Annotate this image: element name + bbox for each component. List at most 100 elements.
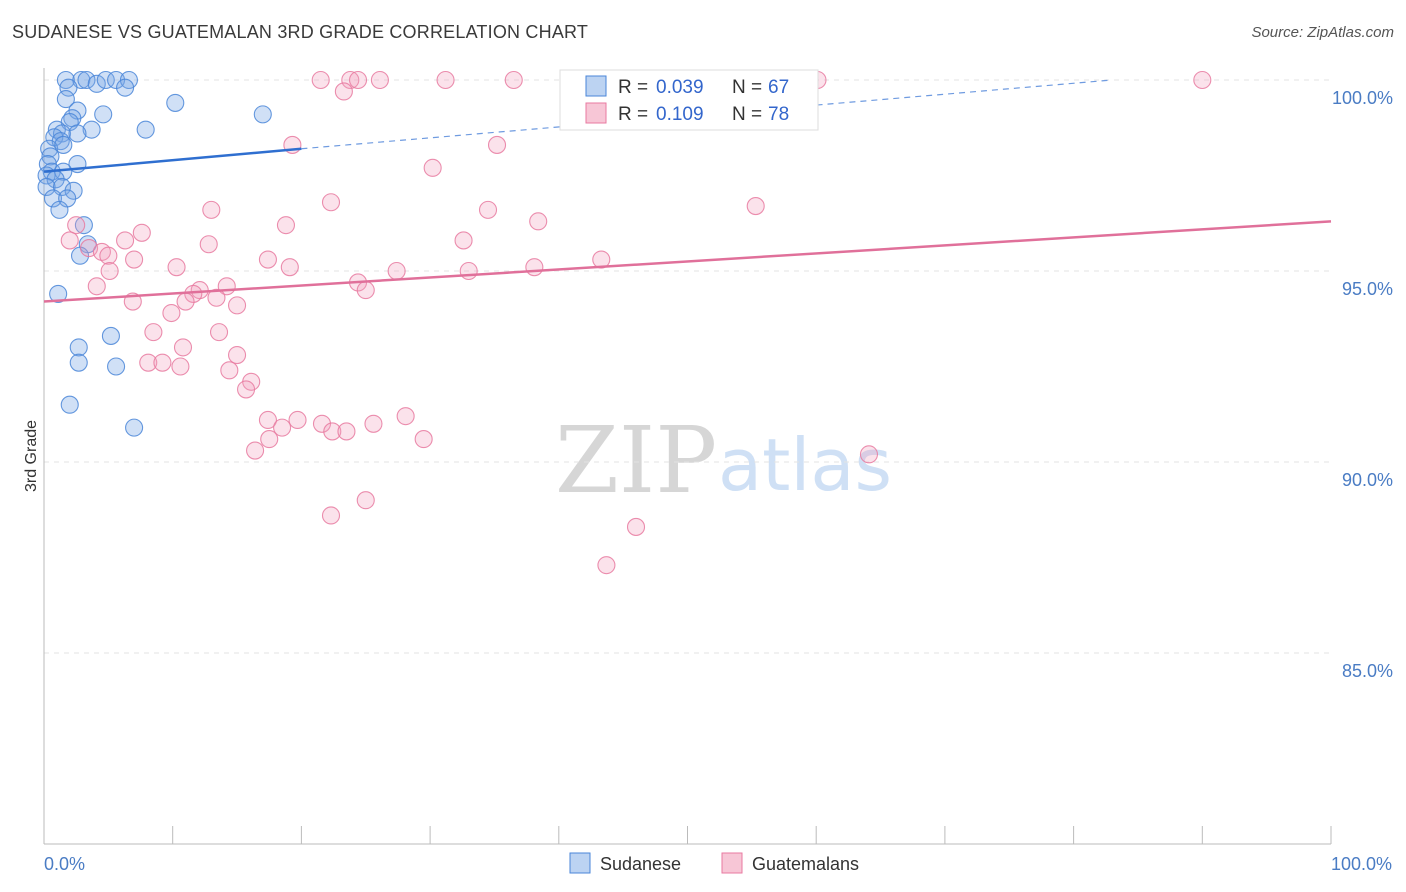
point-guatemalans-29 <box>258 250 277 269</box>
point-guatemalans-2 <box>348 70 368 90</box>
point-guatemalans-15 <box>478 200 498 219</box>
point-guatemalans-8 <box>1193 70 1212 90</box>
series-guatemalans <box>60 70 1212 575</box>
point-guatemalans-67 <box>414 430 433 449</box>
point-guatemalans-71 <box>321 506 341 525</box>
x-ticks <box>43 826 1332 844</box>
watermark: ZIP atlas <box>555 407 892 514</box>
x-tick-label-min: 0.0% <box>44 854 85 874</box>
bottom-legend-label-sudanese: Sudanese <box>600 854 681 874</box>
point-guatemalans-22 <box>116 231 135 250</box>
bottom-legend: Sudanese Guatemalans <box>569 852 859 874</box>
point-sudanese-3 <box>87 74 106 93</box>
point-guatemalans-45 <box>87 277 106 296</box>
point-guatemalans-66 <box>260 430 279 449</box>
point-sudanese-7 <box>59 78 78 97</box>
point-guatemalans-19 <box>67 216 86 235</box>
legend-r-value-1: 0.039 <box>656 77 704 98</box>
y-tick-labels: 100.0% 95.0% 90.0% 85.0% <box>1332 88 1393 681</box>
point-guatemalans-42 <box>176 292 195 311</box>
chart-title: SUDANESE VS GUATEMALAN 3RD GRADE CORRELA… <box>12 22 589 42</box>
point-guatemalans-51 <box>228 345 247 365</box>
legend-swatch-guatemalans <box>585 102 607 124</box>
point-sudanese-35 <box>43 189 63 208</box>
point-guatemalans-24 <box>454 231 473 250</box>
point-guatemalans-9 <box>334 82 353 101</box>
source-label: Source: ZipAtlas.com <box>1251 24 1394 41</box>
point-guatemalans-49 <box>209 323 229 342</box>
point-sudanese-10 <box>166 93 185 112</box>
point-guatemalans-64 <box>323 422 342 441</box>
y-tick-label-0: 100.0% <box>1332 88 1393 108</box>
point-guatemalans-28 <box>125 250 144 269</box>
point-guatemalans-72 <box>626 517 646 536</box>
point-sudanese-42 <box>101 326 120 345</box>
trendline-sudanese-extension <box>301 79 1113 150</box>
y-tick-label-1: 95.0% <box>1342 279 1393 299</box>
point-sudanese-2 <box>77 70 96 90</box>
point-guatemalans-47 <box>162 303 181 323</box>
point-guatemalans-58 <box>396 407 415 426</box>
point-sudanese-47 <box>125 418 144 437</box>
point-sudanese-20 <box>68 124 87 143</box>
point-guatemalans-31 <box>167 258 186 277</box>
trendline-guatemalans <box>43 220 1332 303</box>
point-sudanese-32 <box>37 177 56 197</box>
point-guatemalans-54 <box>171 357 190 376</box>
point-guatemalans-34 <box>459 261 478 281</box>
point-guatemalans-13 <box>321 193 341 212</box>
point-guatemalans-27 <box>99 246 118 265</box>
point-guatemalans-3 <box>370 70 389 90</box>
point-guatemalans-73 <box>597 556 616 575</box>
point-guatemalans-38 <box>356 281 375 300</box>
point-guatemalans-23 <box>199 235 218 254</box>
legend-n-value-2: 78 <box>768 104 789 125</box>
legend-n-label-2: N = <box>732 104 762 125</box>
point-guatemalans-60 <box>288 410 307 430</box>
point-sudanese-45 <box>107 357 126 376</box>
stats-legend: R = 0.039 N = 67 R = 0.109 N = 78 <box>559 69 819 131</box>
point-guatemalans-70 <box>356 491 375 510</box>
point-guatemalans-55 <box>220 361 239 380</box>
point-sudanese-17 <box>82 120 101 139</box>
watermark-zip: ZIP <box>555 407 717 514</box>
point-guatemalans-16 <box>746 197 765 216</box>
point-sudanese-41 <box>49 284 68 303</box>
point-guatemalans-44 <box>228 296 247 315</box>
bottom-legend-swatch-guatemalans <box>721 852 743 874</box>
bottom-legend-label-guatemalans: Guatemalans <box>752 854 859 874</box>
legend-n-label-1: N = <box>732 77 762 98</box>
point-sudanese-44 <box>69 353 88 372</box>
series-layer <box>37 70 1212 575</box>
trend-layer <box>43 79 1332 303</box>
point-sudanese-12 <box>94 105 113 124</box>
point-guatemalans-21 <box>60 231 79 250</box>
point-sudanese-46 <box>60 395 79 414</box>
point-sudanese-8 <box>116 78 135 97</box>
point-guatemalans-50 <box>173 338 193 357</box>
point-sudanese-34 <box>64 181 83 200</box>
legend-r-value-2: 0.109 <box>656 104 704 125</box>
point-guatemalans-62 <box>364 414 383 433</box>
point-sudanese-9 <box>56 90 75 109</box>
point-guatemalans-14 <box>202 200 221 219</box>
point-guatemalans-12 <box>423 158 442 177</box>
x-tick-label-max: 100.0% <box>1331 854 1392 874</box>
point-sudanese-38 <box>74 216 93 235</box>
point-guatemalans-53 <box>153 353 172 372</box>
point-guatemalans-18 <box>529 212 548 231</box>
point-guatemalans-1 <box>341 70 360 90</box>
legend-n-value-1: 67 <box>768 77 789 98</box>
series-sudanese <box>37 70 272 437</box>
point-sudanese-4 <box>96 70 115 90</box>
point-guatemalans-43 <box>207 288 226 307</box>
point-guatemalans-68 <box>246 441 265 460</box>
point-guatemalans-59 <box>258 410 277 430</box>
legend-r-label-1: R = <box>618 77 648 98</box>
point-sudanese-13 <box>253 105 272 124</box>
point-guatemalans-0 <box>311 70 330 90</box>
point-guatemalans-36 <box>100 261 119 281</box>
point-sudanese-23 <box>40 139 59 158</box>
trendline-sudanese <box>43 147 302 173</box>
